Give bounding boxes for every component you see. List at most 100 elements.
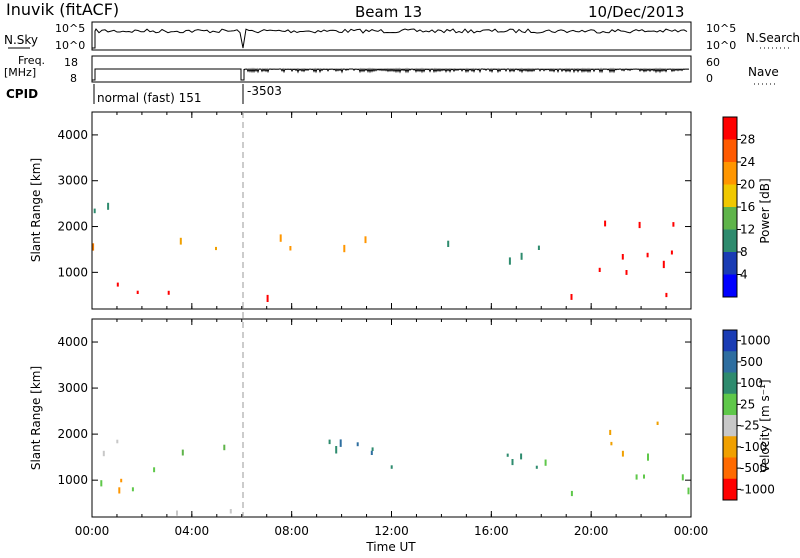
scatter-cell: [535, 465, 538, 469]
scatter-cell: [672, 222, 675, 227]
scatter-cell: [508, 257, 511, 265]
colorbar-segment: [723, 436, 737, 458]
y-tick-label: 1000: [57, 473, 88, 487]
scatter-cell: [635, 474, 638, 480]
scatter-cell: [335, 446, 338, 454]
scatter-cell: [638, 221, 641, 229]
scatter-cell: [520, 252, 523, 260]
colorbar-segment: [723, 415, 737, 437]
velocity-colorbar-label: Velocity [m s⁻¹]: [758, 379, 772, 472]
colorbar-segment: [723, 207, 737, 230]
velocity-ylabel: Slant Range [km]: [29, 366, 43, 470]
colorbar-segment: [723, 184, 737, 208]
xlabel: Time UT: [365, 540, 416, 554]
scatter-cell: [662, 260, 665, 269]
scatter-cell: [647, 453, 649, 461]
y-tick-label: 3000: [57, 174, 88, 188]
scatter-cell: [520, 453, 523, 460]
colorbar-segment: [723, 457, 737, 480]
scatter-cell: [370, 450, 373, 455]
scatter-cell: [153, 467, 156, 473]
nsky-tick-top: 10^5: [55, 22, 85, 35]
velocity-panel-frame: [91, 318, 692, 518]
colorbar-tick-label: 20: [740, 178, 755, 192]
scatter-cell: [665, 292, 668, 298]
scatter-cell: [356, 442, 359, 447]
scatter-cell: [131, 487, 134, 492]
scatter-cell: [343, 244, 346, 253]
nsearch-label: N.Search: [746, 31, 800, 45]
power-ylabel: Slant Range [km]: [29, 158, 43, 262]
station-title: Inuvik (fitACF): [6, 0, 119, 19]
scatter-cell: [229, 509, 232, 514]
colorbar-frame: [722, 329, 738, 501]
scatter-cell: [598, 267, 601, 272]
colorbar-tick-label: 4: [740, 268, 748, 282]
scatter-cell: [102, 450, 105, 457]
y-tick-label: 2000: [57, 220, 88, 234]
freq-label: Freq.: [18, 54, 45, 67]
scatter-cell: [447, 240, 450, 247]
colorbar-tick-label: 500: [740, 355, 763, 369]
x-tick-label: 20:00: [574, 524, 609, 538]
scatter-cell: [544, 459, 547, 466]
cpid-label: CPID: [6, 87, 38, 101]
scatter-cell: [116, 282, 119, 287]
power-colorbar-label: Power [dB]: [758, 178, 772, 243]
scatter-cell: [681, 474, 684, 481]
velocity-y-axis: 1000 2000 3000 4000: [57, 335, 691, 487]
nave-tick-bottom: 0: [706, 72, 713, 85]
colorbar-segment: [723, 229, 737, 253]
scatter-cell: [100, 480, 103, 487]
velocity-colorbar: 1000 500 100 25 -25 -100 -500 -1000: [722, 329, 775, 501]
scatter-cell: [621, 254, 624, 260]
scatter-cell: [289, 246, 292, 251]
scatter-cell: [511, 459, 514, 466]
colorbar-tick-label: 28: [740, 133, 755, 147]
colorbar-segment: [723, 330, 737, 352]
nave-tick-top: 60: [706, 56, 720, 69]
colorbar-tick-label: -100: [740, 440, 767, 454]
scatter-cell: [116, 439, 119, 444]
scatter-cell: [92, 243, 95, 251]
cpid-segment-2: -3503: [247, 84, 282, 98]
x-tick-label: 04:00: [175, 524, 210, 538]
scatter-cell: [643, 474, 645, 479]
nave-label: Nave: [748, 65, 779, 79]
scatter-cell: [93, 208, 96, 214]
nsky-trace: [92, 28, 688, 49]
scatter-cell: [339, 439, 342, 447]
scatter-cell: [506, 453, 509, 457]
colorbar-segment: [723, 139, 737, 163]
colorbar-segment: [723, 478, 737, 501]
colorbar-tick-label: -25: [740, 419, 760, 433]
x-tick-label: 12:00: [374, 524, 409, 538]
x-tick-label: 16:00: [474, 524, 509, 538]
y-tick-label: 2000: [57, 427, 88, 441]
y-tick-label: 3000: [57, 381, 88, 395]
scatter-cell: [371, 447, 374, 451]
scatter-cell: [656, 421, 659, 425]
x-tick-label: 00:00: [75, 524, 110, 538]
colorbar-tick-label: 8: [740, 245, 748, 259]
freq-panel-frame: [91, 55, 692, 83]
nsky-label: N.Sky: [4, 33, 38, 47]
scatter-cell: [609, 429, 612, 435]
freq-unit: [MHz]: [4, 66, 36, 79]
colorbar-tick-label: 24: [740, 155, 755, 169]
colorbar-tick-label: 1000: [740, 334, 771, 348]
scatter-cell: [120, 478, 123, 483]
scatter-cell: [136, 290, 139, 294]
scatter-cell: [621, 450, 624, 457]
colorbar-tick-label: -1000: [740, 482, 775, 496]
power-y-axis: 1000 2000 3000 4000: [57, 128, 691, 279]
scatter-cell: [687, 487, 690, 495]
scatter-cell: [570, 294, 573, 300]
x-tick-label: 00:00: [674, 524, 709, 538]
scatter-cell: [107, 202, 110, 210]
scatter-cell: [266, 294, 269, 302]
nsearch-tick-top: 10^5: [706, 22, 736, 35]
nsearch-tick-bottom: 10^0: [706, 39, 736, 52]
time-x-axis: 00:00 04:00 08:00 12:00 16:00 20:00 00:00: [75, 112, 709, 538]
